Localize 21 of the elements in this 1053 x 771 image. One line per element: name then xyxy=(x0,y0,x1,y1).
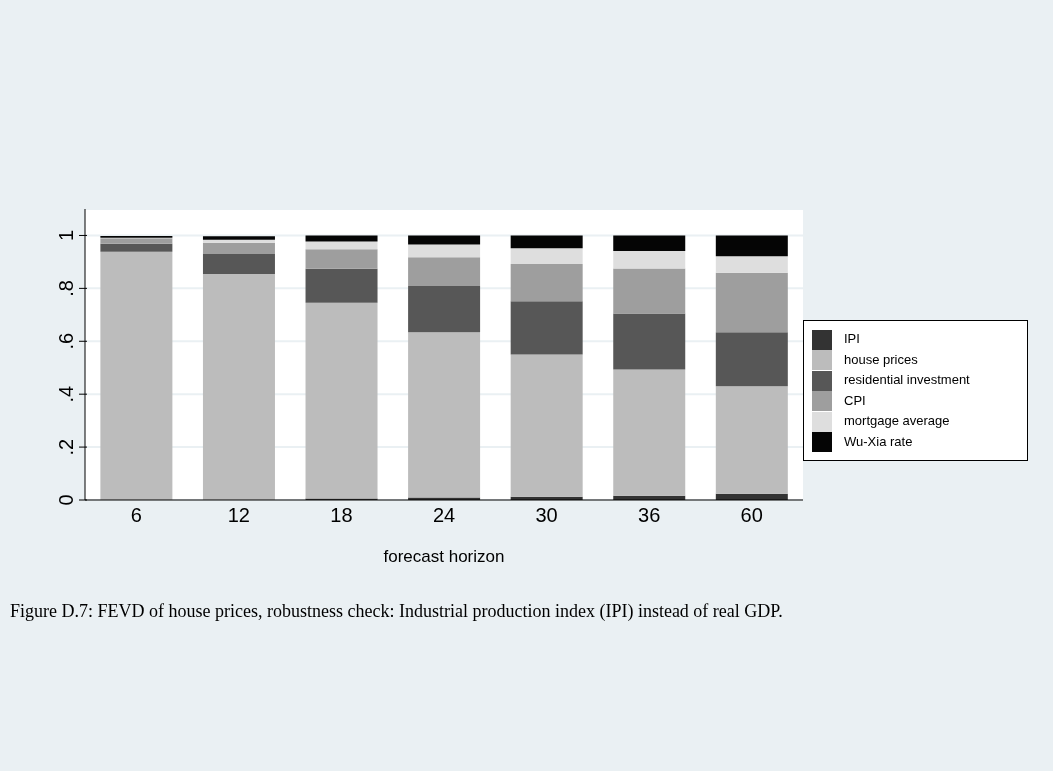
y-tick-label: .4 xyxy=(55,385,77,403)
y-tick-label: 0 xyxy=(55,494,77,506)
x-tick-label: 36 xyxy=(638,504,661,527)
legend-label: residential investment xyxy=(844,372,970,388)
legend-label: house prices xyxy=(844,351,918,367)
x-tick-label: 12 xyxy=(227,504,250,527)
x-tick-label: 30 xyxy=(535,504,558,527)
y-tick-label: 1 xyxy=(55,229,77,242)
y-tick-label: .6 xyxy=(55,332,77,350)
text: Figure D.7: FEVD of house prices, robustness check: Industrial production index (IPI) instead of real GDP. xyxy=(10,600,784,623)
y-tick-label: .8 xyxy=(55,280,77,297)
y-tick-label: .2 xyxy=(55,438,77,456)
x-tick-label: 60 xyxy=(740,504,763,527)
x-tick-label: 6 xyxy=(130,504,142,527)
legend-label: CPI xyxy=(844,392,866,408)
x-axis-title: forecast horizon xyxy=(383,547,505,566)
x-tick-label: 24 xyxy=(432,504,456,527)
x-tick-label: 18 xyxy=(330,504,353,527)
legend-label: mortgage average xyxy=(844,413,950,429)
legend-label: Wu-Xia rate xyxy=(844,433,913,449)
legend-label: IPI xyxy=(844,331,860,346)
